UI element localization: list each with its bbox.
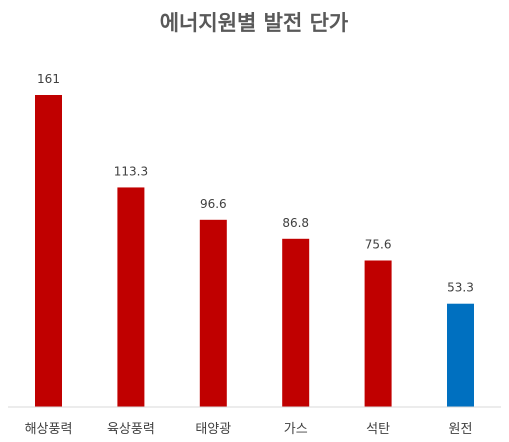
bar-2 <box>117 187 145 407</box>
value-label-3: 96.6 <box>200 197 227 211</box>
category-label-4: 가스 <box>284 422 308 437</box>
category-label-6: 원전 <box>449 422 473 437</box>
value-label-1: 161 <box>37 72 60 86</box>
category-label-3: 태양광 <box>195 422 231 437</box>
value-label-6: 53.3 <box>447 281 474 295</box>
value-label-4: 86.8 <box>282 216 309 230</box>
value-labels-layer: 161 113.3 96.6 86.8 75.6 53.3 <box>37 72 474 295</box>
bar-5 <box>364 260 392 407</box>
category-label-2: 육상풍력 <box>107 422 155 437</box>
bar-4 <box>282 238 310 407</box>
bar-3 <box>199 219 227 407</box>
category-label-5: 석탄 <box>366 422 390 437</box>
bars-layer <box>35 95 474 407</box>
bar-1 <box>35 95 62 407</box>
value-label-2: 113.3 <box>114 164 148 178</box>
bar-6 <box>447 303 474 407</box>
category-label-1: 해상풍력 <box>25 422 73 437</box>
value-label-5: 75.6 <box>365 237 392 251</box>
chart-title: 에너지원별 발전 단가 <box>160 11 349 35</box>
category-labels-layer: 해상풍력 육상풍력 태양광 가스 석탄 원전 <box>25 422 473 437</box>
